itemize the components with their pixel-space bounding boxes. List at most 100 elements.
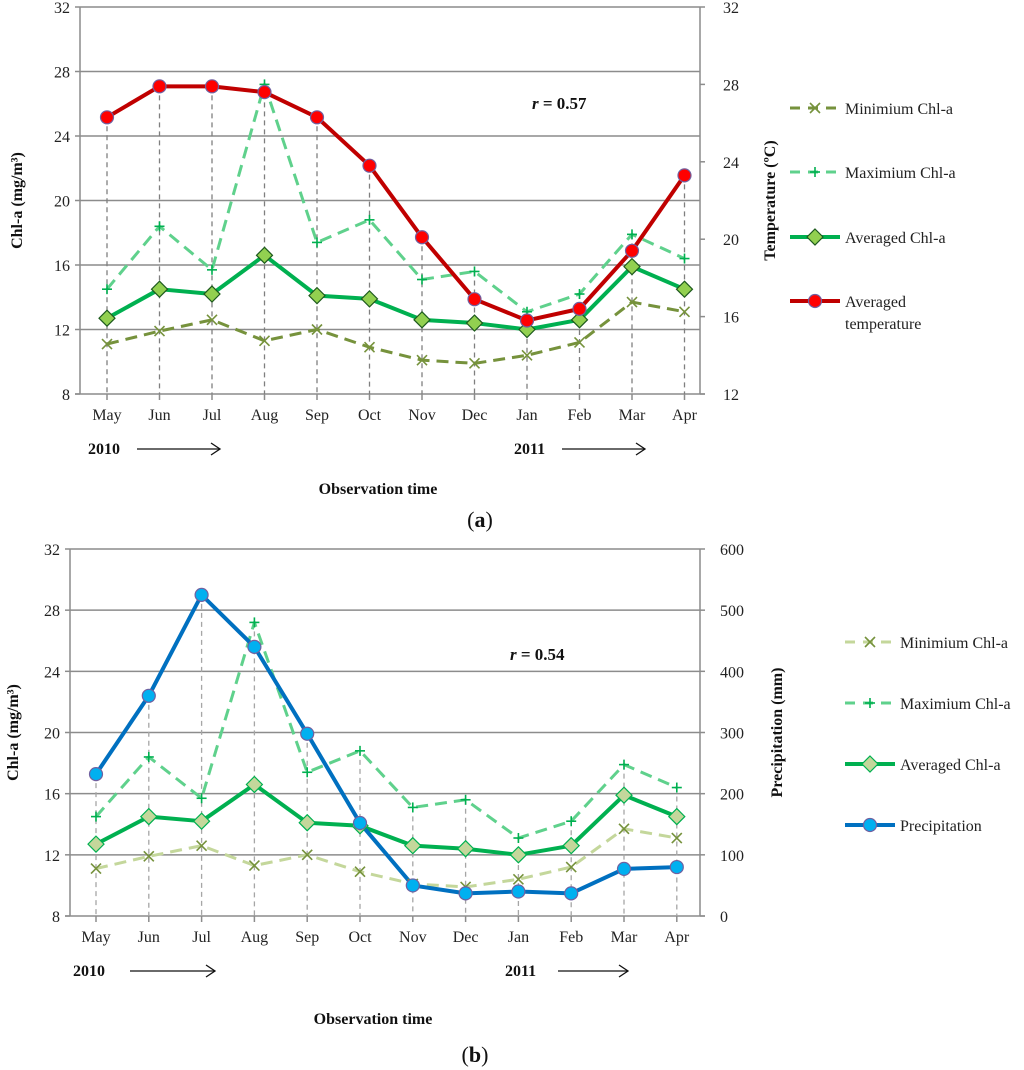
data-point — [143, 751, 154, 762]
panel-letter: b — [469, 1042, 481, 1067]
x-tick-label: May — [92, 407, 121, 424]
correlation-label: r = 0.57 — [532, 94, 587, 113]
legend-label-line: Averaged — [845, 294, 906, 311]
chart-panel-b: 8 12 16 20 24 28 32 0 100 200 300 400 500 600 May Jun Ju… — [5, 542, 1011, 1067]
y-tick-label: 12 — [44, 848, 60, 865]
data-point — [615, 786, 633, 805]
legend-marker — [806, 228, 824, 246]
data-point — [257, 85, 272, 100]
x-marker-stroke — [101, 338, 113, 350]
x-tick-label: Apr — [664, 929, 690, 946]
y2-tick-label: 600 — [720, 542, 744, 559]
y-tick-label: 16 — [44, 787, 60, 804]
y2-tick-label: 32 — [723, 0, 739, 17]
data-point — [355, 745, 365, 756]
data-point — [298, 813, 317, 832]
data-point — [300, 726, 315, 741]
data-point — [308, 286, 326, 305]
x-tick-label: Jan — [516, 407, 537, 424]
x-tick-label: Mar — [611, 929, 638, 946]
data-point — [512, 873, 524, 885]
data-point — [403, 836, 422, 855]
x-tick-label: Apr — [672, 407, 698, 424]
x-tick-label: Jun — [138, 929, 160, 946]
y2-tick-label: 28 — [723, 77, 739, 94]
y2-tick-label: 400 — [720, 664, 744, 681]
data-point — [679, 253, 690, 264]
y-axis-title: Chl-a (mg/m³) — [9, 152, 26, 249]
legend-item: Averaged temperature — [790, 293, 921, 333]
data-point — [671, 832, 683, 844]
y-tick-label: 28 — [44, 603, 60, 620]
legend-marker — [861, 755, 879, 773]
y2-axis-title: Precipitation (mm) — [769, 668, 786, 798]
data-point — [572, 301, 587, 316]
panel-label: (b) — [462, 1042, 489, 1067]
data-point — [352, 815, 368, 831]
year-label: 2011 — [505, 963, 536, 980]
legend-item: Averaged Chl-a — [790, 228, 946, 247]
y-tick-label: 20 — [54, 194, 70, 211]
data-point — [624, 243, 640, 258]
x-marker-stroke — [565, 861, 577, 873]
x-marker-stroke — [521, 349, 533, 361]
data-point — [139, 807, 158, 826]
x-tick-label: Sep — [295, 929, 319, 946]
data-point — [245, 775, 264, 794]
y-tick-label: 8 — [52, 909, 60, 926]
x-tick-label: Dec — [453, 929, 479, 946]
x-marker-stroke — [864, 636, 876, 648]
data-point — [154, 221, 165, 232]
data-point — [405, 878, 420, 893]
data-point — [363, 341, 376, 353]
y-tick-label: 16 — [54, 258, 70, 275]
data-point — [562, 836, 581, 855]
x-marker-stroke — [416, 354, 428, 366]
x-marker-stroke — [468, 357, 481, 369]
x-marker-stroke — [626, 296, 638, 308]
data-point — [194, 587, 209, 602]
legend-marker — [865, 698, 875, 708]
data-point — [468, 357, 481, 369]
y-tick-label: 24 — [54, 129, 70, 146]
data-point — [414, 230, 430, 245]
y-tick-label: 28 — [54, 65, 70, 82]
x-tick-label: Oct — [358, 407, 382, 424]
x-marker-stroke — [311, 323, 323, 336]
y2-tick-label: 24 — [723, 155, 739, 172]
data-point — [150, 280, 169, 299]
data-point — [258, 335, 271, 347]
data-point — [206, 314, 218, 326]
legend-marker — [862, 817, 878, 833]
data-point — [152, 79, 167, 94]
data-point — [570, 310, 589, 329]
x-marker-stroke — [354, 866, 366, 878]
x-tick-label: Jul — [192, 929, 211, 946]
data-point — [362, 158, 377, 173]
y-tick-label: 32 — [54, 0, 70, 17]
data-point — [626, 296, 638, 308]
x-marker-stroke — [153, 325, 166, 337]
data-point — [196, 840, 208, 852]
x-marker-stroke — [573, 336, 586, 348]
legend-marker — [864, 636, 876, 648]
data-point — [98, 309, 116, 328]
data-point — [619, 759, 629, 770]
x-marker-stroke — [90, 863, 102, 875]
x-marker-stroke — [512, 873, 524, 885]
panel-paren: ( — [467, 507, 474, 532]
data-point — [312, 237, 322, 248]
y2-tick-label: 300 — [720, 726, 744, 743]
arrow-head-icon — [635, 442, 647, 456]
x-tick-label: Jul — [203, 407, 222, 424]
x-tick-label: Mar — [619, 407, 646, 424]
y2-axis-title: Temperature (ºC) — [762, 140, 779, 260]
data-point — [143, 850, 155, 862]
data-point — [564, 886, 579, 901]
data-point — [153, 325, 166, 337]
y2-tick-label: 200 — [720, 787, 744, 804]
panel-letter: a — [475, 507, 486, 532]
x-marker-stroke — [618, 823, 630, 835]
series-line-minimium-chl-a — [95, 827, 678, 889]
data-point — [364, 214, 375, 225]
